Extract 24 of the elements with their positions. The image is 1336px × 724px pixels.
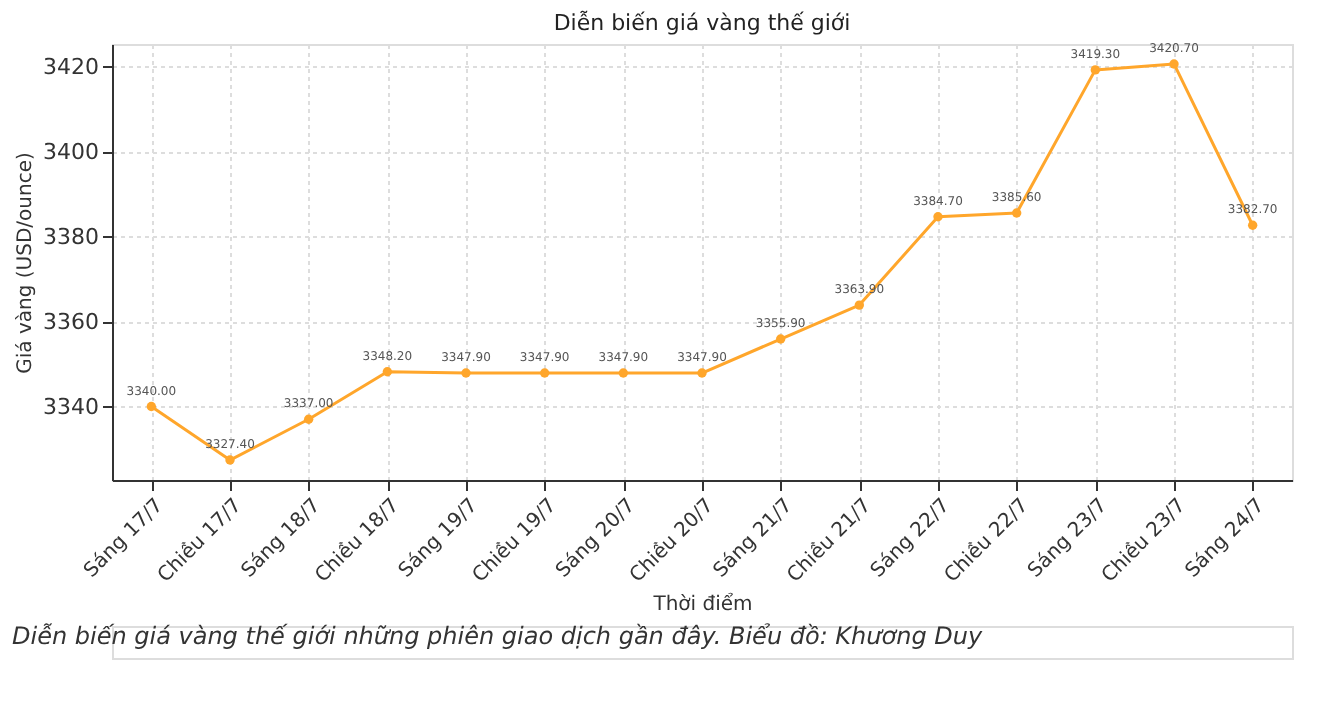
point — [225, 455, 235, 465]
point — [854, 300, 865, 310]
y-tick-label: 3340 — [43, 393, 99, 420]
point — [382, 367, 393, 377]
chart-title: Diễn biến giá vàng thế giới — [553, 9, 851, 36]
point — [539, 368, 550, 378]
x-axis-title: Thời điểm — [651, 591, 753, 616]
point — [933, 212, 943, 222]
text: Diễn biến giá vàng thế giới những phiên giao dịch gần đây. Biểu đồ: Khương Duy — [12, 622, 984, 650]
point — [303, 414, 314, 424]
y-tick-label: 3380 — [43, 223, 99, 250]
y-tick-label: 3420 — [43, 53, 99, 80]
point — [775, 334, 786, 344]
y-axis-title: Giá vàng (USD/ounce) — [15, 152, 38, 374]
point — [1247, 220, 1258, 230]
point — [697, 368, 707, 378]
point — [461, 368, 471, 378]
point — [618, 368, 629, 378]
y-tick-label: 3360 — [43, 308, 99, 335]
point — [1090, 65, 1101, 75]
point — [146, 401, 157, 412]
point — [1169, 59, 1179, 69]
point — [1011, 208, 1022, 218]
y-tick-label: 3400 — [43, 138, 99, 165]
